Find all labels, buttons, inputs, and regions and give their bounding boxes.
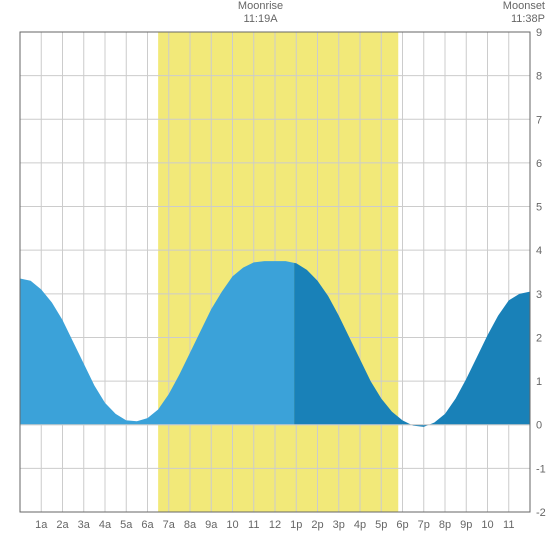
- y-tick-label: 1: [536, 376, 542, 388]
- x-tick-label: 11: [503, 519, 514, 531]
- moonrise-time: 11:19A: [231, 13, 291, 26]
- x-tick-label: 9p: [460, 519, 472, 531]
- x-tick-label: 6p: [396, 519, 408, 531]
- y-tick-label: 4: [536, 245, 542, 257]
- moonset-title: Moonset: [485, 0, 545, 13]
- x-tick-label: 5p: [375, 519, 387, 531]
- x-tick-label: 10: [226, 519, 238, 531]
- chart-svg: 1a2a3a4a5a6a7a8a9a1011121p2p3p4p5p6p7p8p…: [0, 0, 550, 550]
- moonset-label: Moonset 11:38P: [485, 0, 545, 26]
- y-tick-label: 6: [536, 158, 542, 170]
- moonset-time: 11:38P: [485, 13, 545, 26]
- x-tick-label: 8p: [439, 519, 451, 531]
- x-tick-label: 1p: [290, 519, 302, 531]
- y-tick-label: 3: [536, 289, 542, 301]
- moonrise-title: Moonrise: [231, 0, 291, 13]
- y-tick-label: 8: [536, 71, 542, 83]
- x-tick-label: 10: [481, 519, 493, 531]
- x-tick-label: 7p: [418, 519, 430, 531]
- x-tick-label: 3p: [333, 519, 345, 531]
- y-tick-label: 7: [536, 114, 542, 126]
- tide-area-am: [20, 261, 294, 425]
- y-tick-label: 2: [536, 332, 542, 344]
- x-tick-label: 9a: [205, 519, 218, 531]
- y-tick-label: 0: [536, 420, 542, 432]
- x-tick-label: 2p: [311, 519, 323, 531]
- tide-chart: Moonrise 11:19A Moonset 11:38P 1a 2a 3a 4a 5…: [0, 0, 550, 550]
- x-tick-label: 4a: [99, 519, 112, 531]
- chart-header: Moonrise 11:19A Moonset 11:38P: [0, 0, 550, 30]
- x-tick-label: 7a: [163, 519, 176, 531]
- x-tick-label: 4p: [354, 519, 366, 531]
- x-tick-label: 2a: [56, 519, 69, 531]
- y-tick-label: -2: [536, 507, 546, 519]
- x-tick-label: 6a: [141, 519, 154, 531]
- x-tick-label: 8a: [184, 519, 197, 531]
- x-tick-label: 3a: [78, 519, 91, 531]
- x-tick-label: 12: [269, 519, 281, 531]
- y-tick-label: 5: [536, 202, 542, 214]
- x-tick-label: 11: [248, 519, 259, 531]
- x-tick-label: 1a: [35, 519, 48, 531]
- moonrise-label: Moonrise 11:19A: [231, 0, 291, 26]
- y-tick-label: -1: [536, 463, 546, 475]
- x-tick-label: 5a: [120, 519, 133, 531]
